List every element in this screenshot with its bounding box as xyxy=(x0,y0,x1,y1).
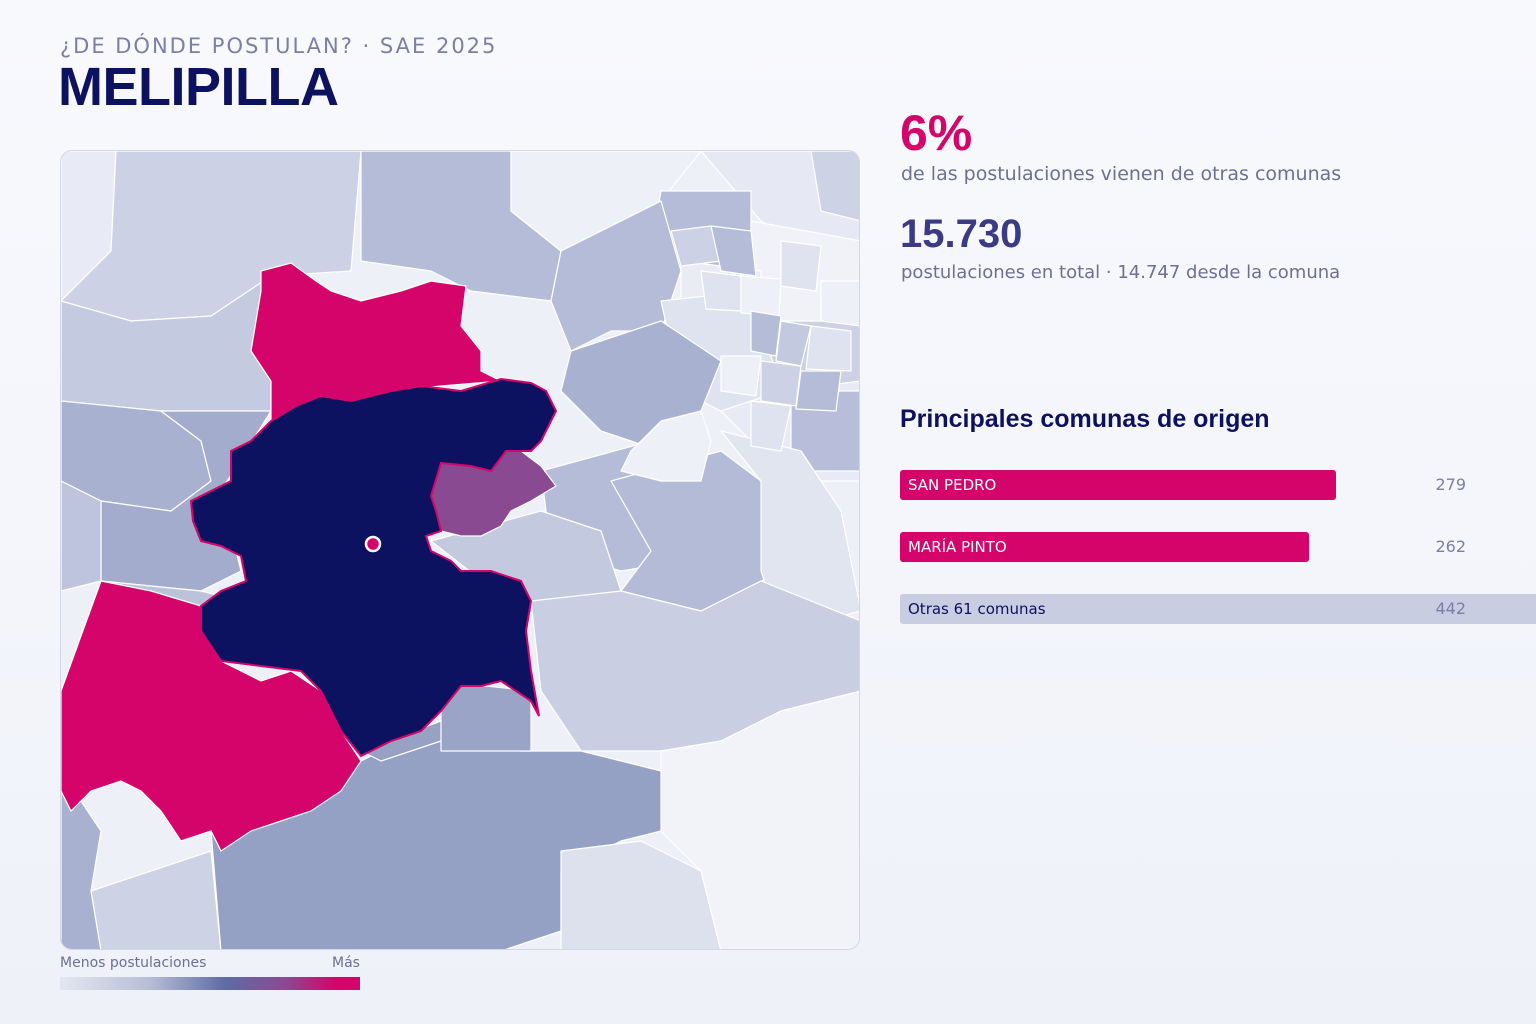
map-region xyxy=(750,400,792,452)
map-region xyxy=(90,850,222,949)
page-title: MELIPILLA xyxy=(58,57,339,117)
map-region xyxy=(560,840,722,949)
legend-high-label: Más xyxy=(332,955,360,971)
location-marker-icon xyxy=(364,535,382,553)
origin-value-san-pedro: 279 xyxy=(1435,475,1466,494)
map-region xyxy=(820,280,859,327)
origins-title: Principales comunas de origen xyxy=(900,405,1270,433)
map-region xyxy=(620,410,712,482)
map-region-melipilla xyxy=(189,377,558,758)
page-eyebrow: ¿DE DÓNDE POSTULAN? · SAE 2025 xyxy=(60,34,498,58)
map-region xyxy=(710,225,757,277)
total-applications: 15.730 xyxy=(900,212,1023,256)
map-region xyxy=(780,240,822,292)
map-region xyxy=(61,480,102,592)
map-region xyxy=(660,690,859,949)
origin-bar-maria-pinto[interactable]: MARÍA PINTO xyxy=(900,532,1309,562)
origin-bar-san-pedro[interactable]: SAN PEDRO xyxy=(900,470,1336,500)
origin-value-others: 442 xyxy=(1435,599,1466,618)
map-region xyxy=(795,370,842,412)
external-percent-desc: de las postulaciones vienen de otras com… xyxy=(901,163,1342,185)
origin-bar-others[interactable]: Otras 61 comunas xyxy=(900,594,1536,624)
map-region xyxy=(810,151,859,222)
map-region xyxy=(760,360,802,407)
total-applications-desc: postulaciones en total · 14.747 desde la… xyxy=(901,262,1341,283)
map-region xyxy=(700,270,742,312)
map-region xyxy=(440,680,532,752)
commune-map[interactable] xyxy=(60,150,860,950)
map-region xyxy=(720,355,762,397)
map-region xyxy=(61,770,102,949)
map-region xyxy=(805,325,852,372)
origin-value-maria-pinto: 262 xyxy=(1435,537,1466,556)
map-region xyxy=(750,310,782,357)
map-region xyxy=(740,275,782,317)
legend-low-label: Menos postulaciones xyxy=(60,955,207,971)
map-svg xyxy=(61,151,859,949)
external-percent: 6% xyxy=(900,105,973,161)
legend-gradient xyxy=(60,977,360,990)
